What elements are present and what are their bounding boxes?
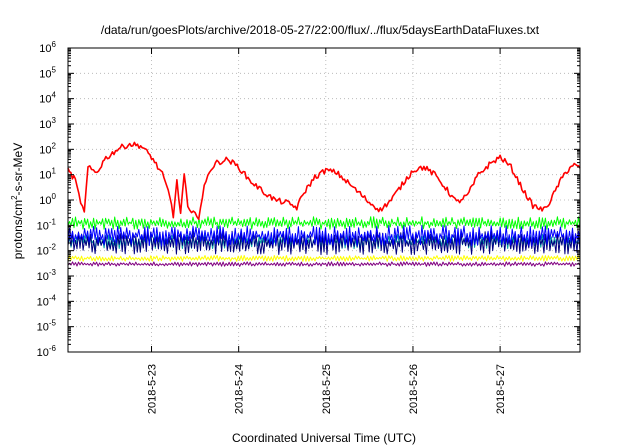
y-tick-exp: 4 bbox=[52, 91, 57, 100]
axes-layer: 10-610-510-410-310-210-11001011021031041… bbox=[37, 40, 580, 414]
y-tick-exp: -5 bbox=[49, 319, 57, 328]
y-tick-base: 10 bbox=[39, 170, 51, 182]
y-tick-exp: -4 bbox=[49, 293, 57, 302]
y-axis-label-suffix: -s-sr-MeV bbox=[11, 143, 25, 196]
series-line-1 bbox=[67, 254, 581, 262]
x-tick-label: 2018-5-24 bbox=[234, 364, 246, 414]
y-tick-exp: -6 bbox=[49, 344, 57, 353]
y-tick-exp: 3 bbox=[52, 116, 57, 125]
y-tick-base: 10 bbox=[37, 271, 49, 283]
y-tick-label: 102 bbox=[39, 141, 56, 156]
y-tick-exp: 2 bbox=[52, 141, 57, 150]
y-tick-exp: -1 bbox=[49, 217, 57, 226]
x-tick-label: 2018-5-25 bbox=[321, 364, 333, 414]
y-tick-label: 100 bbox=[39, 192, 56, 207]
y-tick-base: 10 bbox=[39, 43, 51, 55]
y-tick-label: 10-4 bbox=[37, 293, 57, 308]
y-tick-label: 10-6 bbox=[37, 344, 57, 359]
y-tick-exp: 1 bbox=[52, 167, 57, 176]
y-tick-label: 101 bbox=[39, 167, 56, 182]
y-tick-label: 10-3 bbox=[37, 268, 57, 283]
y-tick-base: 10 bbox=[37, 220, 49, 232]
y-tick-base: 10 bbox=[37, 296, 49, 308]
grid bbox=[68, 47, 580, 353]
series-line-3 bbox=[67, 230, 581, 256]
y-axis-label: protons/cm2-s-sr-MeV bbox=[10, 143, 25, 259]
y-axis-label-sup: 2 bbox=[10, 195, 19, 200]
y-tick-base: 10 bbox=[37, 322, 49, 334]
y-tick-exp: 5 bbox=[52, 65, 57, 74]
y-tick-label: 106 bbox=[39, 40, 56, 55]
y-tick-label: 10-2 bbox=[37, 243, 57, 258]
y-tick-base: 10 bbox=[39, 195, 51, 207]
y-tick-base: 10 bbox=[39, 144, 51, 156]
y-tick-base: 10 bbox=[37, 246, 49, 258]
chart-title: /data/run/goesPlots/archive/2018-05-27/2… bbox=[101, 23, 540, 37]
x-tick-label: 2018-5-27 bbox=[495, 364, 507, 414]
y-tick-exp: 0 bbox=[52, 192, 57, 201]
y-tick-label: 105 bbox=[39, 65, 56, 80]
series-layer bbox=[67, 141, 581, 267]
y-tick-label: 104 bbox=[39, 91, 56, 106]
y-tick-base: 10 bbox=[39, 94, 51, 106]
y-tick-label: 10-5 bbox=[37, 319, 57, 334]
series-line-5 bbox=[67, 216, 581, 230]
y-tick-base: 10 bbox=[39, 68, 51, 80]
y-tick-base: 10 bbox=[39, 119, 51, 131]
y-tick-label: 103 bbox=[39, 116, 56, 131]
y-tick-label: 10-1 bbox=[37, 217, 57, 232]
y-tick-exp: -2 bbox=[49, 243, 57, 252]
series-line-4 bbox=[67, 224, 581, 247]
x-tick-label: 2018-5-26 bbox=[408, 364, 420, 414]
y-tick-exp: 6 bbox=[52, 40, 57, 49]
series-line-6 bbox=[67, 141, 581, 221]
x-axis-label: Coordinated Universal Time (UTC) bbox=[232, 431, 416, 445]
y-tick-exp: -3 bbox=[49, 268, 57, 277]
y-axis-label-prefix: protons/cm bbox=[11, 200, 25, 259]
x-tick-label: 2018-5-23 bbox=[147, 364, 159, 414]
series-line-0 bbox=[67, 261, 581, 267]
y-tick-base: 10 bbox=[37, 347, 49, 359]
